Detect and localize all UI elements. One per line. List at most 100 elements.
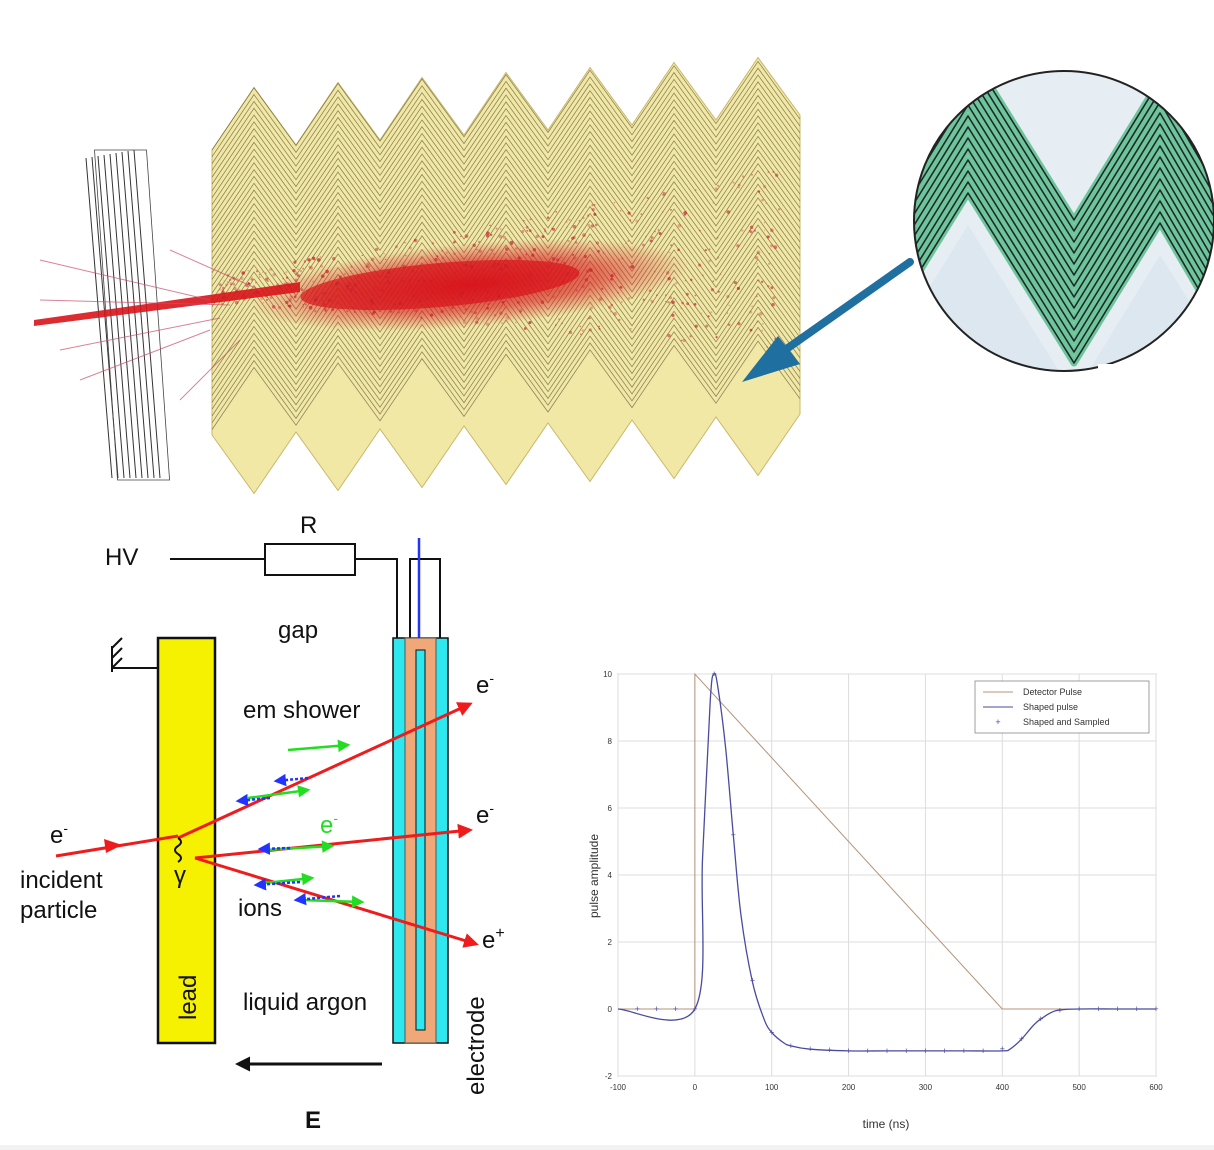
shower-hit [665,271,670,275]
shower-hit [384,317,386,319]
shower-hit [474,320,479,325]
shower-hit [710,288,715,292]
shower-hit [445,251,448,254]
shower-hit [641,243,645,247]
shower-hit [669,296,673,300]
presampler-plate [103,154,131,479]
shower-hit [610,274,614,278]
accordion-line [211,190,801,280]
series-lines [617,672,1156,1052]
y-tick-label: 2 [608,938,613,947]
shower-hit [307,258,311,262]
sample-marker: + [1057,1006,1062,1016]
shower-hit [481,268,484,272]
shower-hit [751,305,753,307]
inset-chevron-core [914,181,1214,353]
shower-hit [265,277,269,281]
y-tick-label: 8 [608,737,613,746]
shower-hit [540,300,545,304]
shower-hit [526,229,529,232]
shower-hit [597,249,600,253]
shower-hit [363,306,368,311]
shower-hit [485,297,488,300]
shower-hit [586,214,590,217]
shower-hit [683,211,688,215]
shower-hit [568,330,573,335]
y-tick-label: 0 [608,1005,613,1014]
shower-hit [684,280,686,282]
shower-hit [712,202,715,204]
shower-hit [593,203,596,206]
shower-hit [308,265,311,268]
shower-hit [657,229,660,231]
shower-hit [401,277,403,279]
shower-hit [295,271,298,274]
shower-hit [499,311,503,315]
shower-hit [347,281,352,286]
shower-hit [697,263,702,267]
shower-hit [726,210,731,214]
shower-hit [267,280,269,282]
shower-hit [369,298,374,303]
shower-hit [494,313,497,317]
shower-hit [689,335,692,338]
shower-hit [251,276,253,279]
shower-hit [293,295,297,299]
shower-hit [276,286,281,291]
accordion-line [211,74,801,164]
shower-hit [551,227,554,230]
shower-hit [499,267,503,271]
shower-hit [662,191,666,196]
shower-hit [581,329,584,332]
shower-hit [667,277,671,281]
shower-hit [662,193,665,197]
shower-hit [440,249,444,252]
shower-hit [495,281,500,286]
shower-hit [222,291,226,295]
accordion-line [211,326,801,417]
shower-hit [714,187,718,191]
shower-hit [335,281,339,286]
shower-hit [532,248,537,252]
shower-hit [682,338,686,343]
accordion-line [211,333,801,424]
lead-label: lead [175,975,202,1020]
presampler-plate [85,157,113,479]
shower-hit [456,262,458,264]
shower-hit [370,257,375,262]
shower-hit [322,292,324,295]
shower-hit [277,306,281,310]
shower-hit [671,313,675,318]
shower-hit [258,273,261,276]
shower-hit [613,311,617,316]
shower-hit [448,266,451,269]
inset-chevron-core [914,192,1214,364]
shower-hit [242,293,246,297]
accordion-line [211,163,801,253]
shower-hit [690,278,693,282]
shower-hit [668,251,671,254]
shower-hit [502,301,505,304]
shower-hit [302,304,305,306]
shower-hit [627,211,631,215]
shower-hit [618,318,621,321]
shower-hit [448,314,451,316]
legend-entry: Shaped and Sampled [1023,717,1110,727]
shower-hit [251,295,253,298]
shower-hit [365,265,368,268]
shower-hit [323,292,326,295]
shower-hit [452,280,455,283]
shower-hit [490,248,493,252]
shower-hit [588,268,593,272]
shower-hit [371,311,375,316]
shower-hit [707,315,710,318]
inset-chevron-core [914,170,1214,342]
shower-hit [593,212,597,216]
y-axis-title: pulse amplitude [587,834,601,918]
shower-hit [749,225,754,230]
shower-hit [271,305,276,309]
shower-hit [560,256,563,259]
shower-hit [440,309,444,313]
shower-hit [772,296,776,300]
shower-hit [546,216,550,219]
